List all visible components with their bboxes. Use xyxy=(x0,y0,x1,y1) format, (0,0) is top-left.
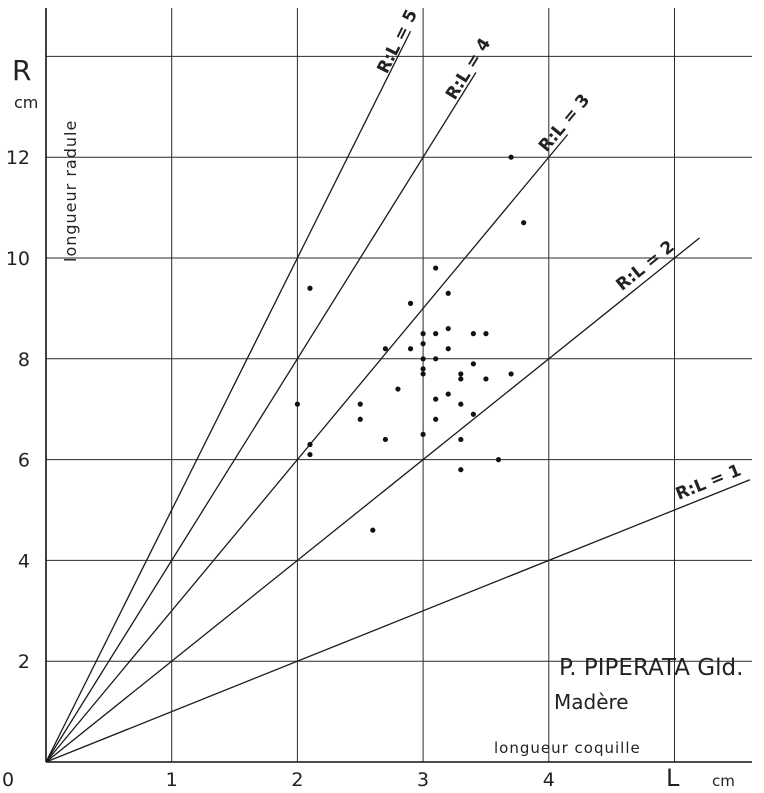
ratio-label-1: R:L = 1 xyxy=(673,461,744,505)
y-axis-unit: cm xyxy=(14,93,38,112)
data-point-6 xyxy=(420,331,426,337)
data-point-22 xyxy=(483,376,489,382)
data-point-35 xyxy=(458,436,464,443)
data-point-19 xyxy=(420,371,426,377)
data-point-13 xyxy=(420,341,426,347)
y-tick-label-4: 4 xyxy=(18,550,30,572)
data-point-30 xyxy=(470,411,476,417)
data-point-3 xyxy=(307,285,313,291)
data-point-12 xyxy=(407,346,414,352)
ratio-lines: R:L = 1 R:L = 2 R:L = 3 R:L = 4 R:L = 5 xyxy=(45,7,751,763)
data-point-29 xyxy=(294,401,300,407)
axes xyxy=(45,8,752,763)
x-tick-label-3: 3 xyxy=(417,769,429,791)
y-tick-label-2: 2 xyxy=(18,651,30,673)
data-point-17 xyxy=(470,361,476,367)
x-tick-label-0: 0 xyxy=(2,769,14,791)
data-point-16 xyxy=(433,356,439,362)
data-point-2 xyxy=(433,265,439,271)
data-point-21 xyxy=(458,371,464,377)
y-tick-label-12: 12 xyxy=(6,147,30,169)
ratio-line-4 xyxy=(45,72,477,763)
data-point-34 xyxy=(382,436,388,443)
data-point-38 xyxy=(495,457,502,463)
ratio-label-5: R:L = 5 xyxy=(373,7,422,77)
x-axis-unit: cm xyxy=(712,772,735,790)
grid xyxy=(46,8,752,762)
data-point-0 xyxy=(508,154,514,160)
data-point-40 xyxy=(370,527,376,533)
data-point-9 xyxy=(470,331,476,337)
data-point-11 xyxy=(382,346,388,352)
data-point-5 xyxy=(407,300,414,306)
data-point-33 xyxy=(420,431,426,437)
y-tick-label-8: 8 xyxy=(18,349,30,371)
ratio-label-3: R:L = 3 xyxy=(535,90,594,156)
data-point-23 xyxy=(508,371,514,377)
ratio-line-3 xyxy=(45,134,569,763)
data-point-25 xyxy=(445,391,451,397)
y-tick-label-6: 6 xyxy=(18,450,30,472)
data-point-4 xyxy=(445,290,451,296)
data-point-39 xyxy=(458,467,464,473)
data-point-26 xyxy=(433,396,439,402)
data-points xyxy=(294,154,527,533)
data-point-24 xyxy=(395,386,401,392)
data-point-20 xyxy=(458,376,464,382)
ratio-label-2: R:L = 2 xyxy=(613,237,679,296)
ratio-line-1 xyxy=(45,479,751,763)
data-point-8 xyxy=(445,325,451,332)
x-tick-label-1: 1 xyxy=(166,769,178,791)
y-tick-label-10: 10 xyxy=(6,248,30,270)
data-point-36 xyxy=(307,441,313,448)
y-axis-label: longueur radule xyxy=(61,120,80,262)
data-point-7 xyxy=(433,331,439,337)
data-point-18 xyxy=(420,366,426,372)
data-point-15 xyxy=(420,356,426,362)
chart-subtitle: Madère xyxy=(554,690,629,714)
data-point-10 xyxy=(483,331,489,337)
x-axis-label: longueur coquille xyxy=(494,739,641,757)
data-point-1 xyxy=(521,220,527,226)
y-axis-symbol: R xyxy=(12,54,31,87)
data-point-31 xyxy=(357,416,363,422)
ratio-line-2 xyxy=(45,237,701,763)
x-tick-label-4: 4 xyxy=(543,769,555,791)
x-tick-label-2: 2 xyxy=(291,769,303,791)
data-point-32 xyxy=(433,416,439,422)
data-point-27 xyxy=(357,401,363,407)
ratio-label-4: R:L = 4 xyxy=(442,35,495,104)
chart-title: P. PIPERATA Gld. xyxy=(559,655,743,681)
ratio-line-5 xyxy=(45,30,412,763)
data-point-14 xyxy=(445,346,451,352)
x-axis-symbol: L xyxy=(666,764,680,792)
data-point-37 xyxy=(307,451,313,458)
data-point-28 xyxy=(458,401,464,407)
